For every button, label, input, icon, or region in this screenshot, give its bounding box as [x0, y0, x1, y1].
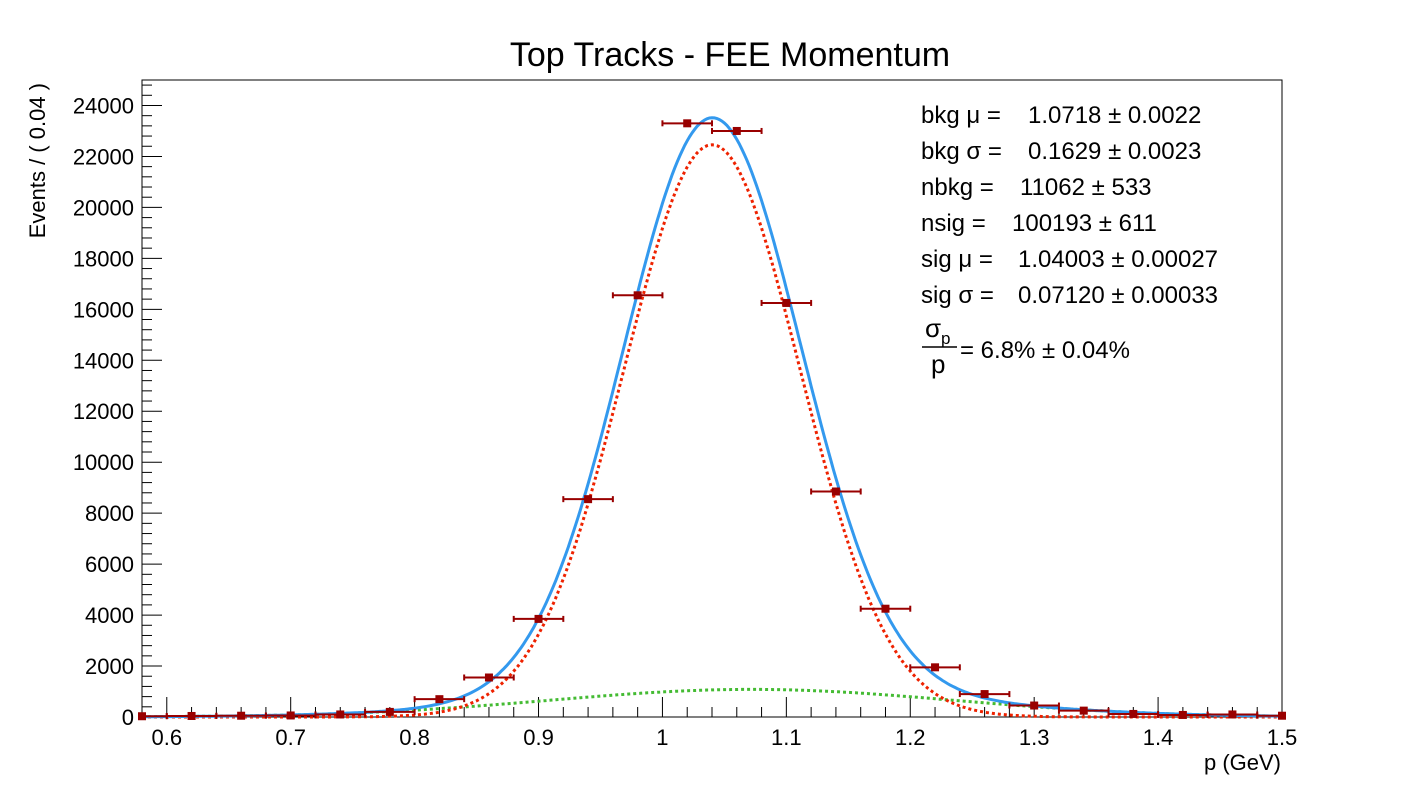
x-tick-label: 1.3 — [1019, 725, 1050, 750]
fit-results-box: bkg μ = 1.0718 ± 0.0022 bkg σ = 0.1629 ±… — [921, 102, 1218, 379]
point-marker — [534, 614, 543, 623]
point-marker — [1278, 711, 1286, 720]
point-marker — [782, 298, 791, 307]
y-tick-label: 20000 — [73, 195, 134, 220]
nsig-label: nsig = — [921, 210, 986, 237]
x-axis: 0.6 0.7 0.8 0.9 1 1.1 1.2 1.3 1.4 1.5 — [141, 697, 1298, 750]
nbkg-value: 11062 ± 533 — [1020, 174, 1152, 201]
y-tick-label: 16000 — [73, 297, 134, 322]
bkg-sigma-value: 0.1629 ± 0.0023 — [1028, 138, 1201, 165]
data-point — [661, 119, 713, 128]
point-marker — [633, 291, 642, 300]
data-point — [512, 614, 565, 623]
resolution-value: = 6.8% ± 0.04% — [960, 337, 1130, 364]
point-marker — [732, 126, 741, 135]
y-tick-label: 10000 — [73, 450, 134, 475]
data-point — [165, 711, 218, 720]
x-axis-label: p (GeV) — [1204, 750, 1281, 775]
point-marker — [980, 690, 989, 699]
point-marker — [1129, 709, 1138, 718]
resolution-sigma: σ — [925, 313, 941, 343]
point-marker — [138, 712, 146, 721]
point-marker — [881, 604, 890, 613]
bkg-sigma-label: bkg σ = — [921, 138, 1002, 165]
resolution-numerator: σp — [925, 313, 951, 348]
x-tick-label: 1.1 — [771, 725, 802, 750]
nbkg-label: nbkg = — [921, 174, 994, 201]
point-marker — [435, 695, 444, 704]
y-tick-label: 14000 — [73, 348, 134, 373]
x-tick-label: 1.4 — [1143, 725, 1174, 750]
sig-mu-label: sig μ = — [921, 246, 993, 273]
data-point — [958, 690, 1011, 699]
sig-sigma-value: 0.07120 ± 0.00033 — [1018, 282, 1218, 309]
bkg-mu-label: bkg μ = — [921, 102, 1001, 129]
data-point — [364, 707, 416, 716]
data-point — [1008, 701, 1060, 710]
point-marker — [1228, 710, 1237, 719]
x-tick-label: 0.6 — [151, 725, 182, 750]
background-curve — [142, 687, 1282, 719]
data-point — [611, 291, 664, 300]
nsig-value: 100193 ± 611 — [1012, 210, 1157, 237]
point-marker — [931, 663, 940, 672]
data-point — [1256, 711, 1286, 720]
resolution-subscript: p — [941, 329, 950, 348]
y-tick-label: 0 — [122, 705, 134, 730]
x-tick-label: 0.7 — [275, 725, 306, 750]
signal-curve — [142, 143, 1282, 719]
data-point — [711, 126, 763, 135]
point-marker — [1030, 701, 1039, 710]
data-point — [810, 487, 862, 496]
x-tick-label: 1 — [656, 725, 668, 750]
data-point — [463, 673, 515, 682]
resolution-denominator: p — [931, 349, 945, 379]
y-tick-label: 8000 — [85, 501, 134, 526]
data-point — [909, 663, 961, 672]
y-tick-label: 4000 — [85, 603, 134, 628]
data-point — [138, 712, 168, 721]
y-tick-label: 18000 — [73, 246, 134, 271]
y-tick-label: 24000 — [73, 93, 134, 118]
data-point — [562, 495, 614, 504]
sig-mu-value: 1.04003 ± 0.00027 — [1018, 246, 1218, 273]
point-marker — [584, 495, 593, 504]
point-marker — [187, 711, 196, 720]
y-tick-label: 6000 — [85, 552, 134, 577]
point-marker — [385, 707, 394, 716]
y-tick-label: 22000 — [73, 144, 134, 169]
bkg-mu-value: 1.0718 ± 0.0022 — [1028, 102, 1201, 129]
point-marker — [831, 487, 840, 496]
resolution-formula: σp p = 6.8% ± 0.04% — [922, 313, 1130, 379]
point-marker — [1178, 710, 1187, 719]
point-marker — [286, 711, 295, 720]
point-marker — [683, 119, 692, 128]
sig-sigma-label: sig σ = — [921, 282, 994, 309]
chart-title: Top Tracks - FEE Momentum — [510, 36, 950, 74]
fit-curves — [142, 116, 1282, 719]
x-tick-label: 0.9 — [523, 725, 554, 750]
x-tick-label: 0.8 — [399, 725, 430, 750]
y-tick-label: 2000 — [85, 654, 134, 679]
data-point — [264, 711, 317, 720]
data-points — [138, 119, 1286, 721]
x-tick-label: 1.5 — [1267, 725, 1298, 750]
y-axis-label: Events / ( 0.04 ) — [25, 83, 50, 238]
point-marker — [336, 710, 345, 719]
data-point — [760, 298, 813, 307]
data-point — [215, 711, 267, 720]
point-marker — [1079, 706, 1088, 715]
total-fit-curve — [142, 116, 1282, 719]
point-marker — [237, 711, 246, 720]
y-axis: 0 2000 4000 6000 8000 10000 12000 14000 16000 180… — [73, 84, 162, 730]
y-tick-label: 12000 — [73, 399, 134, 424]
data-point — [859, 604, 912, 613]
x-tick-label: 1.2 — [895, 725, 926, 750]
data-point — [413, 695, 466, 704]
point-marker — [484, 673, 493, 682]
